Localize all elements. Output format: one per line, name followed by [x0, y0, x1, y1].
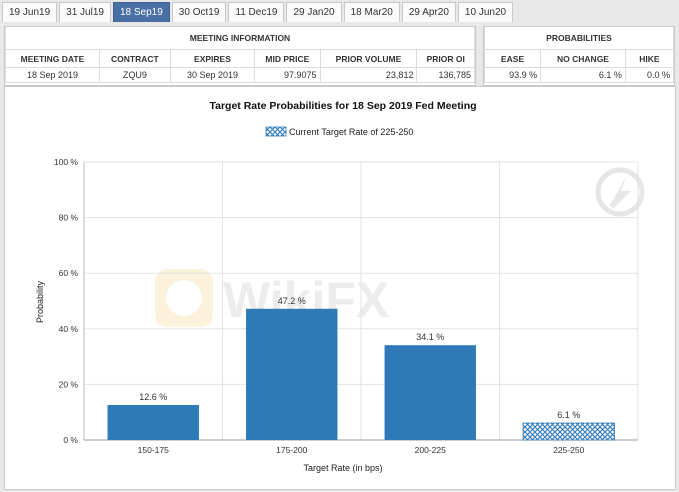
y-axis-label: Probability — [35, 280, 45, 323]
table-row: 93.9 % 6.1 % 0.0 % — [483, 67, 675, 83]
column-header: MEETING DATE — [5, 49, 100, 68]
probabilities-table: PROBABILITIES EASE NO CHANGE HIKE 93.9 %… — [483, 27, 675, 83]
contract-cell: ZQU9 — [98, 67, 171, 83]
probabilities-panel: PROBABILITIES EASE NO CHANGE HIKE 93.9 %… — [483, 26, 675, 86]
meeting-information-title: MEETING INFORMATION — [5, 27, 475, 50]
bar-175-200 — [246, 308, 338, 440]
y-tick-label: 60 % — [59, 268, 79, 278]
chart-legend: Current Target Rate of 225-250 — [265, 126, 413, 137]
tab-19-jun19[interactable]: 19 Jun19 — [2, 2, 58, 22]
y-tick-label: 80 % — [59, 213, 79, 223]
column-header: PRIOR OI — [416, 49, 475, 68]
tab-10-jun20[interactable]: 10 Jun20 — [457, 2, 514, 22]
column-header: MID PRICE — [254, 49, 321, 68]
y-tick-label: 20 % — [59, 379, 79, 389]
prior-oi-cell: 136,785 — [416, 67, 475, 83]
bar-value-label: 47.2 % — [278, 296, 306, 306]
tab-18-mar20[interactable]: 18 Mar20 — [343, 2, 400, 22]
x-tick-label: 150-175 — [138, 445, 169, 455]
tab-31-jul19[interactable]: 31 Jul19 — [59, 2, 111, 22]
y-tick-label: 0 % — [63, 435, 78, 445]
ease-cell: 93.9 % — [483, 67, 542, 83]
x-tick-label: 225-250 — [553, 445, 584, 455]
tab-29-jan20[interactable]: 29 Jan20 — [286, 2, 342, 22]
tab-11-dec19[interactable]: 11 Dec19 — [228, 2, 285, 22]
target-rate-chart: WikiFX Target Rate Probabilities for 18 … — [35, 100, 645, 473]
chart-panel: WikiFX Target Rate Probabilities for 18 … — [4, 86, 676, 490]
y-tick-label: 40 % — [59, 324, 79, 334]
tab-18-sep19[interactable]: 18 Sep19 — [112, 2, 170, 22]
column-header: CONTRACT — [98, 49, 171, 68]
table-row: 18 Sep 2019 ZQU9 30 Sep 2019 97.9075 23,… — [5, 67, 475, 83]
column-header: EXPIRES — [169, 49, 256, 68]
meeting-information-table: MEETING INFORMATION MEETING DATE CONTRAC… — [5, 27, 475, 83]
legend-swatch — [265, 126, 287, 137]
meeting-tabs: 19 Jun19 31 Jul19 18 Sep19 30 Oct19 11 D… — [2, 2, 514, 22]
prior-volume-cell: 23,812 — [319, 67, 418, 83]
x-axis-label: Target Rate (in bps) — [303, 463, 382, 473]
x-tick-label: 200-225 — [415, 445, 446, 455]
bar-150-175 — [107, 404, 199, 440]
bar-value-label: 34.1 % — [416, 332, 444, 342]
mid-price-cell: 97.9075 — [254, 67, 321, 83]
column-header: EASE — [483, 49, 542, 68]
meeting-information-panel: MEETING INFORMATION MEETING DATE CONTRAC… — [4, 26, 476, 86]
y-tick-label: 100 % — [54, 157, 79, 167]
column-header: PRIOR VOLUME — [319, 49, 418, 68]
tab-30-oct19[interactable]: 30 Oct19 — [171, 2, 227, 22]
legend-label: Current Target Rate of 225-250 — [289, 127, 413, 137]
tab-29-apr20[interactable]: 29 Apr20 — [401, 2, 456, 22]
column-header: HIKE — [624, 49, 675, 68]
bar-value-label: 12.6 % — [139, 392, 167, 402]
bar-value-label: 6.1 % — [557, 410, 580, 420]
probabilities-title: PROBABILITIES — [484, 27, 674, 50]
no-change-cell: 6.1 % — [540, 67, 626, 83]
watermark-badge-icon — [595, 167, 645, 217]
bar-200-225 — [384, 345, 476, 440]
chart-title: Target Rate Probabilities for 18 Sep 201… — [209, 100, 476, 112]
expires-cell: 30 Sep 2019 — [169, 67, 256, 83]
meeting-date-cell: 18 Sep 2019 — [5, 67, 100, 83]
column-header: NO CHANGE — [540, 49, 626, 68]
bar-225-250 — [522, 422, 615, 441]
hike-cell: 0.0 % — [624, 67, 675, 83]
x-tick-label: 175-200 — [276, 445, 307, 455]
